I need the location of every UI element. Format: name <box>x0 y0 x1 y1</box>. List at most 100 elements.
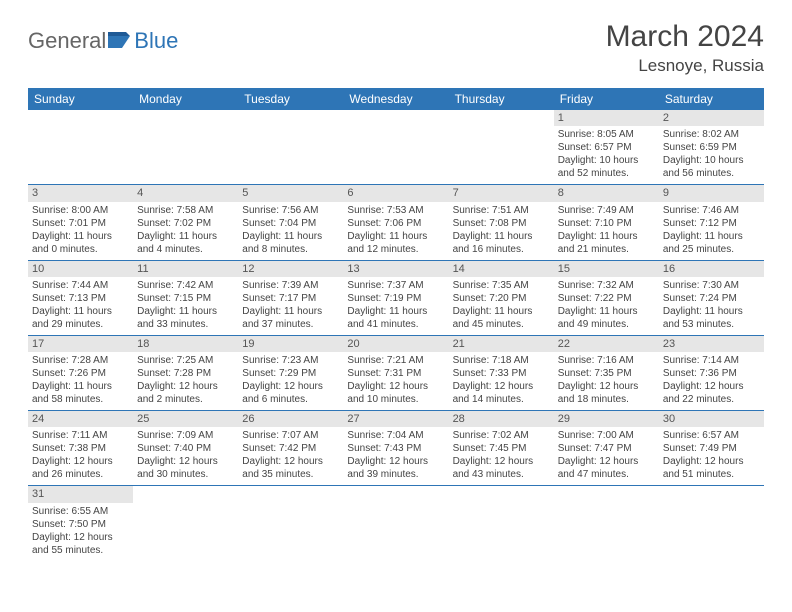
calendar-cell: 21Sunrise: 7:18 AMSunset: 7:33 PMDayligh… <box>449 335 554 410</box>
daylight-text: Daylight: 11 hours and 41 minutes. <box>347 305 444 331</box>
sunset-text: Sunset: 7:43 PM <box>347 442 444 455</box>
sunset-text: Sunset: 7:45 PM <box>453 442 550 455</box>
sunset-text: Sunset: 6:59 PM <box>663 141 760 154</box>
sunset-text: Sunset: 7:19 PM <box>347 292 444 305</box>
calendar-cell <box>659 486 764 561</box>
day-number: 11 <box>133 261 238 277</box>
calendar-table: SundayMondayTuesdayWednesdayThursdayFrid… <box>28 88 764 561</box>
calendar-cell: 3Sunrise: 8:00 AMSunset: 7:01 PMDaylight… <box>28 185 133 260</box>
day-number: 12 <box>238 261 343 277</box>
sunrise-text: Sunrise: 7:02 AM <box>453 429 550 442</box>
sunrise-text: Sunrise: 6:57 AM <box>663 429 760 442</box>
sunrise-text: Sunrise: 7:00 AM <box>558 429 655 442</box>
sunset-text: Sunset: 7:06 PM <box>347 217 444 230</box>
sunset-text: Sunset: 7:40 PM <box>137 442 234 455</box>
sunset-text: Sunset: 7:33 PM <box>453 367 550 380</box>
calendar-cell: 15Sunrise: 7:32 AMSunset: 7:22 PMDayligh… <box>554 260 659 335</box>
sunset-text: Sunset: 7:38 PM <box>32 442 129 455</box>
sunrise-text: Sunrise: 8:02 AM <box>663 128 760 141</box>
day-number: 24 <box>28 411 133 427</box>
day-number: 31 <box>28 486 133 502</box>
sunrise-text: Sunrise: 7:16 AM <box>558 354 655 367</box>
calendar-cell <box>343 486 448 561</box>
day-number: 29 <box>554 411 659 427</box>
sunset-text: Sunset: 7:20 PM <box>453 292 550 305</box>
sunrise-text: Sunrise: 7:21 AM <box>347 354 444 367</box>
sunset-text: Sunset: 7:31 PM <box>347 367 444 380</box>
daylight-text: Daylight: 11 hours and 25 minutes. <box>663 230 760 256</box>
weekday-header: Tuesday <box>238 88 343 110</box>
day-number: 26 <box>238 411 343 427</box>
calendar-cell: 31Sunrise: 6:55 AMSunset: 7:50 PMDayligh… <box>28 486 133 561</box>
day-number: 5 <box>238 185 343 201</box>
calendar-cell: 22Sunrise: 7:16 AMSunset: 7:35 PMDayligh… <box>554 335 659 410</box>
daylight-text: Daylight: 12 hours and 39 minutes. <box>347 455 444 481</box>
logo-text-1: General <box>28 28 106 54</box>
daylight-text: Daylight: 10 hours and 52 minutes. <box>558 154 655 180</box>
sunrise-text: Sunrise: 7:56 AM <box>242 204 339 217</box>
daylight-text: Daylight: 11 hours and 12 minutes. <box>347 230 444 256</box>
daylight-text: Daylight: 12 hours and 51 minutes. <box>663 455 760 481</box>
sunrise-text: Sunrise: 7:04 AM <box>347 429 444 442</box>
day-number: 1 <box>554 110 659 126</box>
day-number: 18 <box>133 336 238 352</box>
calendar-cell: 11Sunrise: 7:42 AMSunset: 7:15 PMDayligh… <box>133 260 238 335</box>
sunset-text: Sunset: 7:01 PM <box>32 217 129 230</box>
calendar-cell: 30Sunrise: 6:57 AMSunset: 7:49 PMDayligh… <box>659 411 764 486</box>
daylight-text: Daylight: 11 hours and 49 minutes. <box>558 305 655 331</box>
day-number: 25 <box>133 411 238 427</box>
sunrise-text: Sunrise: 6:55 AM <box>32 505 129 518</box>
sunrise-text: Sunrise: 7:11 AM <box>32 429 129 442</box>
sunrise-text: Sunrise: 7:39 AM <box>242 279 339 292</box>
daylight-text: Daylight: 12 hours and 35 minutes. <box>242 455 339 481</box>
calendar-cell <box>343 110 448 185</box>
sunrise-text: Sunrise: 7:32 AM <box>558 279 655 292</box>
daylight-text: Daylight: 12 hours and 43 minutes. <box>453 455 550 481</box>
calendar-week: 24 Sunrise: 7:11 AMSunset: 7:38 PM Dayligh… <box>28 411 764 486</box>
sunset-text: Sunset: 7:29 PM <box>242 367 339 380</box>
sunrise-text: Sunrise: 8:00 AM <box>32 204 129 217</box>
daylight-text: Daylight: 12 hours and 14 minutes. <box>453 380 550 406</box>
day-number: 15 <box>554 261 659 277</box>
weekday-row: SundayMondayTuesdayWednesdayThursdayFrid… <box>28 88 764 110</box>
sunset-text: Sunset: 7:04 PM <box>242 217 339 230</box>
calendar-cell: 6Sunrise: 7:53 AMSunset: 7:06 PMDaylight… <box>343 185 448 260</box>
day-number: 9 <box>659 185 764 201</box>
daylight-text: Daylight: 12 hours and 47 minutes. <box>558 455 655 481</box>
day-number: 21 <box>449 336 554 352</box>
logo-flag-icon <box>108 32 132 50</box>
daylight-text: Daylight: 12 hours and 2 minutes. <box>137 380 234 406</box>
sunset-text: Sunset: 7:47 PM <box>558 442 655 455</box>
daylight-text: Daylight: 12 hours and 30 minutes. <box>137 455 234 481</box>
calendar-cell <box>133 110 238 185</box>
sunrise-text: Sunrise: 7:14 AM <box>663 354 760 367</box>
daylight-text: Daylight: 11 hours and 0 minutes. <box>32 230 129 256</box>
daylight-text: Daylight: 11 hours and 4 minutes. <box>137 230 234 256</box>
daylight-text: Daylight: 11 hours and 45 minutes. <box>453 305 550 331</box>
sunset-text: Sunset: 7:42 PM <box>242 442 339 455</box>
daylight-text: Daylight: 12 hours and 10 minutes. <box>347 380 444 406</box>
calendar-cell: 25Sunrise: 7:09 AMSunset: 7:40 PMDayligh… <box>133 411 238 486</box>
sunset-text: Sunset: 7:15 PM <box>137 292 234 305</box>
calendar-cell: 2Sunrise: 8:02 AMSunset: 6:59 PMDaylight… <box>659 110 764 185</box>
day-number: 14 <box>449 261 554 277</box>
day-number: 2 <box>659 110 764 126</box>
sunrise-text: Sunrise: 7:42 AM <box>137 279 234 292</box>
header: General Blue March 2024 Lesnoye, Russia <box>28 20 764 76</box>
calendar-cell: 17Sunrise: 7:28 AMSunset: 7:26 PMDayligh… <box>28 335 133 410</box>
day-number: 13 <box>343 261 448 277</box>
sunset-text: Sunset: 7:35 PM <box>558 367 655 380</box>
calendar-cell: 5Sunrise: 7:56 AMSunset: 7:04 PMDaylight… <box>238 185 343 260</box>
day-number: 22 <box>554 336 659 352</box>
day-number: 16 <box>659 261 764 277</box>
calendar-cell: 1Sunrise: 8:05 AMSunset: 6:57 PMDaylight… <box>554 110 659 185</box>
day-number: 17 <box>28 336 133 352</box>
daylight-text: Daylight: 11 hours and 53 minutes. <box>663 305 760 331</box>
day-number: 27 <box>343 411 448 427</box>
sunrise-text: Sunrise: 7:49 AM <box>558 204 655 217</box>
logo: General Blue <box>28 28 178 54</box>
calendar-cell <box>238 110 343 185</box>
day-number: 6 <box>343 185 448 201</box>
sunrise-text: Sunrise: 7:07 AM <box>242 429 339 442</box>
calendar-cell: 4Sunrise: 7:58 AMSunset: 7:02 PMDaylight… <box>133 185 238 260</box>
